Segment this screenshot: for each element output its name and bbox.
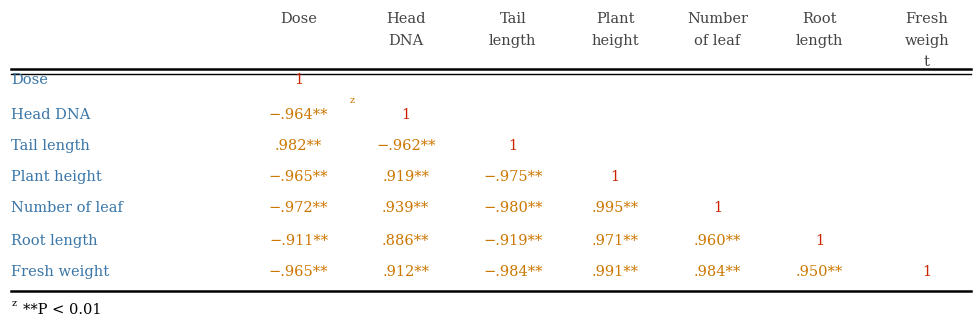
Text: Number: Number xyxy=(687,13,748,26)
Text: Plant height: Plant height xyxy=(11,170,102,184)
Text: Tail length: Tail length xyxy=(11,139,90,153)
Text: 1: 1 xyxy=(402,108,410,121)
Text: Tail: Tail xyxy=(499,13,527,26)
Text: 1: 1 xyxy=(815,234,825,248)
Text: .984**: .984** xyxy=(694,265,742,279)
Text: t: t xyxy=(924,55,930,69)
Text: .919**: .919** xyxy=(382,170,429,184)
Text: Fresh: Fresh xyxy=(906,13,949,26)
Text: −.980**: −.980** xyxy=(483,201,542,215)
Text: −.972**: −.972** xyxy=(269,201,328,215)
Text: Fresh weight: Fresh weight xyxy=(11,265,109,279)
Text: 1: 1 xyxy=(713,201,722,215)
Text: −.919**: −.919** xyxy=(484,234,542,248)
Text: −.965**: −.965** xyxy=(269,170,328,184)
Text: .939**: .939** xyxy=(382,201,429,215)
Text: −.984**: −.984** xyxy=(483,265,542,279)
Text: Head: Head xyxy=(386,13,425,26)
Text: .886**: .886** xyxy=(382,234,430,248)
Text: of leaf: of leaf xyxy=(695,34,741,48)
Text: −.962**: −.962** xyxy=(376,139,436,153)
Text: .960**: .960** xyxy=(694,234,742,248)
Text: Dose: Dose xyxy=(11,73,48,87)
Text: Dose: Dose xyxy=(280,13,317,26)
Text: .995**: .995** xyxy=(592,201,639,215)
Text: z: z xyxy=(11,299,17,308)
Text: Root length: Root length xyxy=(11,234,98,248)
Text: Plant: Plant xyxy=(596,13,634,26)
Text: .950**: .950** xyxy=(796,265,843,279)
Text: .912**: .912** xyxy=(382,265,429,279)
Text: 1: 1 xyxy=(294,73,303,87)
Text: Head DNA: Head DNA xyxy=(11,108,91,121)
Text: .982**: .982** xyxy=(275,139,322,153)
Text: length: length xyxy=(796,34,843,48)
Text: −.911**: −.911** xyxy=(269,234,328,248)
Text: height: height xyxy=(591,34,639,48)
Text: −.965**: −.965** xyxy=(269,265,328,279)
Text: z: z xyxy=(350,96,355,105)
Text: DNA: DNA xyxy=(388,34,423,48)
Text: weigh: weigh xyxy=(905,34,950,48)
Text: Root: Root xyxy=(802,13,837,26)
Text: 1: 1 xyxy=(508,139,518,153)
Text: 1: 1 xyxy=(611,170,619,184)
Text: length: length xyxy=(489,34,536,48)
Text: −.975**: −.975** xyxy=(484,170,542,184)
Text: **P < 0.01: **P < 0.01 xyxy=(22,303,102,317)
Text: −.964**: −.964** xyxy=(269,108,328,121)
Text: .971**: .971** xyxy=(592,234,639,248)
Text: Number of leaf: Number of leaf xyxy=(11,201,123,215)
Text: 1: 1 xyxy=(922,265,931,279)
Text: .991**: .991** xyxy=(592,265,639,279)
